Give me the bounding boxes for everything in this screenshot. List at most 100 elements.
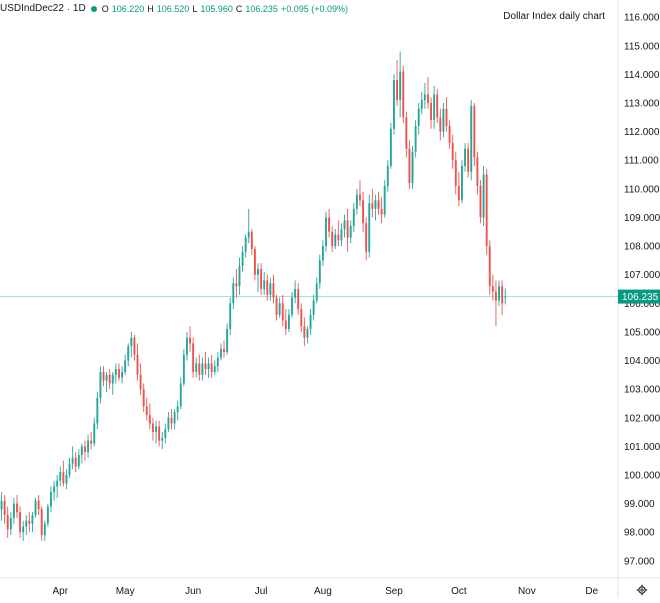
candle (19, 506, 22, 538)
candle (260, 263, 263, 295)
candle-body (389, 128, 392, 166)
time-axis[interactable]: Apr May Jun Jul Aug Sep Oct Nov De (52, 586, 598, 597)
gear-icon[interactable] (636, 584, 648, 596)
candle-body (235, 283, 238, 287)
candle (297, 283, 300, 315)
candle (377, 191, 380, 215)
candle-body (362, 200, 365, 224)
candle (408, 140, 411, 189)
x-tick-label: Apr (52, 586, 68, 597)
candle-body (340, 228, 343, 241)
last-price-tag-label: 106.235 (622, 292, 659, 303)
candle-body (337, 234, 340, 241)
candle-body (77, 454, 80, 467)
candle (454, 151, 457, 195)
candle (204, 351, 207, 375)
x-tick-label: May (116, 586, 135, 597)
candle (355, 188, 358, 215)
y-tick-label: 100.000 (624, 470, 660, 481)
interval-label[interactable]: 1D (72, 3, 86, 14)
market-status-dot (90, 5, 97, 12)
candle (201, 357, 204, 381)
change-value: +0.095 (+0.09%) (280, 3, 348, 14)
candle (50, 486, 52, 513)
candle (368, 194, 371, 258)
candle (423, 82, 426, 109)
candle-body (457, 185, 460, 201)
candle-body (315, 283, 318, 301)
high-label: H (147, 3, 154, 14)
candle-body (12, 503, 15, 518)
candle (105, 371, 108, 393)
candle-body (355, 194, 358, 209)
candle (235, 268, 238, 298)
candle-body (436, 94, 439, 118)
close-label: C (235, 3, 243, 14)
candle (436, 88, 439, 124)
candle (491, 274, 494, 301)
candle (325, 211, 327, 252)
candle-body (408, 148, 411, 184)
candle-body (111, 374, 114, 384)
y-tick-label: 97.000 (624, 556, 655, 567)
candle (121, 366, 124, 384)
candle-body (204, 363, 207, 370)
candle-body (504, 296, 507, 298)
candle (182, 349, 185, 387)
candle (343, 214, 346, 238)
candle-body (284, 320, 287, 330)
candle-body (195, 363, 198, 372)
candle-body (241, 251, 244, 267)
candle (371, 188, 374, 218)
candle (433, 85, 436, 129)
y-tick-label: 110.000 (624, 184, 660, 195)
candle-body (396, 80, 399, 101)
candle (380, 197, 383, 224)
candle (346, 208, 349, 252)
candle (124, 354, 127, 375)
candle (321, 240, 324, 267)
price-axis[interactable]: 116.000 115.000 114.000 113.000 112.000 111.0… (624, 13, 660, 568)
candle-body (328, 217, 331, 232)
candle (213, 360, 216, 375)
candle (287, 309, 290, 332)
symbol-name[interactable]: USDIndDec22 (0, 3, 64, 14)
candle (278, 297, 281, 318)
candle (16, 495, 18, 518)
candle (43, 520, 46, 541)
candle-body (124, 360, 127, 372)
candle (71, 446, 74, 470)
candle (312, 294, 315, 321)
candle (198, 354, 201, 381)
candle (176, 400, 179, 421)
candle-body (46, 506, 49, 524)
candle (111, 371, 114, 395)
open-label: O (101, 3, 109, 14)
candle (383, 180, 386, 218)
candle (402, 65, 405, 124)
candle-body (454, 160, 457, 186)
candle (37, 495, 40, 516)
candle-body (145, 406, 148, 415)
candle (331, 226, 334, 252)
y-tick-label: 116.000 (624, 13, 660, 24)
candle-body (192, 343, 195, 372)
candle-body (167, 417, 170, 430)
candle (22, 520, 25, 541)
candle-body (19, 512, 22, 533)
candle (482, 165, 485, 227)
candle-body (374, 200, 377, 209)
candle-body (96, 397, 99, 424)
candle-body (56, 480, 59, 487)
symbol-legend: USDIndDec22 · 1D O 106.220 H 106.520 L 105.… (0, 3, 348, 14)
candle (405, 111, 408, 158)
candle-body (294, 289, 297, 298)
x-tick-label: Aug (314, 586, 332, 597)
candle-body (65, 474, 68, 484)
candle-body (31, 515, 34, 524)
candle-body (349, 226, 352, 238)
candle (238, 257, 241, 295)
candle (399, 51, 402, 118)
